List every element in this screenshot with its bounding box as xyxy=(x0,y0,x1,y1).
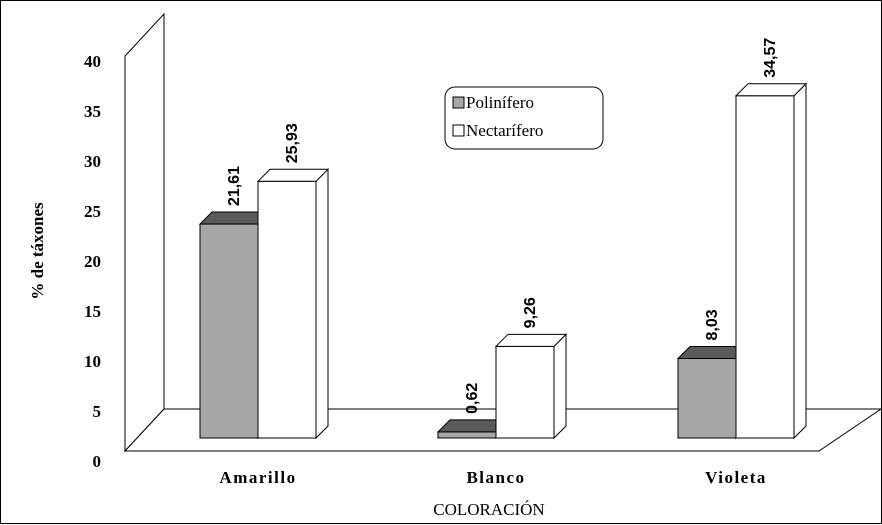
bars xyxy=(198,82,808,440)
y-axis-ticks: 0 5 10 15 20 25 30 35 40 xyxy=(84,52,101,471)
bar-side xyxy=(315,168,329,440)
bar-nectarifero-amarillo xyxy=(256,168,330,440)
bar-nectarifero-violeta xyxy=(734,82,808,440)
bar-top xyxy=(494,333,568,347)
data-label-nectarifero-amarillo: 25,93 xyxy=(284,123,301,163)
data-label-polinifero-violeta: 8,03 xyxy=(704,309,721,340)
y-tick-label: 15 xyxy=(84,302,101,321)
bar-top xyxy=(734,83,808,97)
x-axis-label: COLORACIÓN xyxy=(433,500,544,519)
bar-front xyxy=(437,431,497,439)
y-tick-label: 5 xyxy=(93,402,102,421)
y-tick-label: 35 xyxy=(84,102,101,121)
y-tick-label: 20 xyxy=(84,252,101,271)
bar-front xyxy=(199,223,259,439)
data-label-polinifero-amarillo: 21,61 xyxy=(226,166,243,206)
bar-front xyxy=(495,345,555,439)
data-labels: 21,61 25,93 0,62 9,26 8,03 34,57 xyxy=(226,38,779,414)
legend-swatch-nectarifero xyxy=(452,124,465,137)
y-axis-label: % de táxones xyxy=(28,202,47,300)
legend: Polinífero Nectarífero xyxy=(444,86,604,150)
side-wall xyxy=(124,12,165,453)
x-tick-label: Blanco xyxy=(466,468,525,487)
y-tick-label: 0 xyxy=(93,452,102,471)
data-label-nectarifero-blanco: 9,26 xyxy=(522,297,539,328)
x-axis-categories: Amarillo Blanco Violeta xyxy=(219,468,767,487)
bar-nectarifero-blanco xyxy=(494,333,568,440)
x-tick-label: Violeta xyxy=(705,468,767,487)
legend-label-polinifero: Polinífero xyxy=(466,93,534,112)
legend-swatch-polinifero xyxy=(452,96,465,109)
bar-front xyxy=(735,95,795,439)
bar-side xyxy=(793,82,807,440)
bar-top xyxy=(256,168,330,182)
legend-box xyxy=(444,86,604,150)
x-tick-label: Amarillo xyxy=(219,468,296,487)
data-label-polinifero-blanco: 0,62 xyxy=(464,383,481,414)
y-tick-label: 10 xyxy=(84,352,101,371)
legend-label-nectarifero: Nectarífero xyxy=(466,121,543,140)
bar-front xyxy=(257,180,317,439)
y-tick-label: 25 xyxy=(84,202,101,221)
bar-side xyxy=(553,333,567,440)
data-label-nectarifero-violeta: 34,57 xyxy=(762,38,779,78)
bar-front xyxy=(677,358,737,439)
y-tick-label: 40 xyxy=(84,52,101,71)
y-tick-label: 30 xyxy=(84,152,101,171)
